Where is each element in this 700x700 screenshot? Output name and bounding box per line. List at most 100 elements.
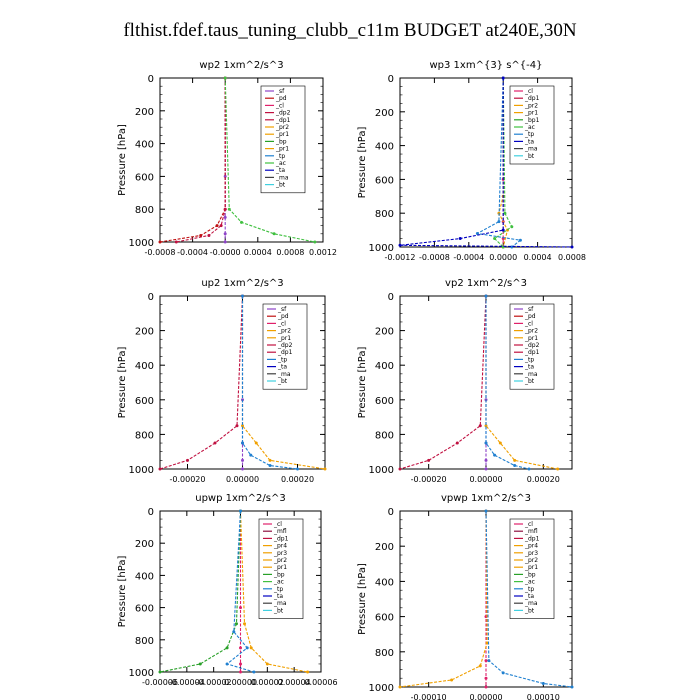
y-tick-label: 400 (375, 361, 394, 372)
legend-entry: _ac (524, 124, 535, 131)
y-tick-label: 600 (375, 175, 394, 186)
data-point (398, 467, 402, 471)
data-point (232, 630, 236, 634)
legend-entry: _pr2 (273, 557, 287, 564)
data-point (510, 225, 514, 229)
legend-entry: _cl (273, 521, 282, 528)
chart-panel-4: upwp 1xm^2/s^3 Pressure [hPa] 0 200 400 600 80… (117, 493, 338, 687)
legend-entry: _dp1 (275, 117, 291, 124)
legend-entry: _bt (524, 378, 535, 385)
y-tick-label: 400 (135, 361, 154, 372)
legend-box (262, 303, 308, 390)
chart-panel-1: wp3 1xm^{3} s^{-4} Pressure [hPa] 0 200 400 6… (357, 60, 586, 262)
page-title: flthist.fdef.taus_tuning_clubb_c11m BUDG… (123, 20, 577, 41)
legend-entry: _cl (275, 102, 284, 109)
legend-box (509, 303, 555, 390)
data-point (223, 76, 227, 80)
legend-entry: _pr3 (273, 550, 287, 557)
x-tick-label: 0.0008 (276, 248, 304, 257)
chart-title: vp2 1xm^2/s^3 (445, 278, 527, 289)
legend-box (258, 518, 304, 619)
data-point (158, 240, 162, 244)
y-tick-label: 600 (135, 172, 154, 183)
series-line-tp (485, 296, 530, 470)
legend-box (509, 518, 555, 619)
x-tick-label: 0.00020 (527, 475, 560, 484)
data-point (484, 685, 488, 689)
data-point (225, 662, 229, 666)
series-line-dp1 (159, 295, 244, 470)
legend-entry: _dp1 (273, 535, 289, 542)
legend-entry: _tp (277, 356, 287, 363)
y-tick-label: 1000 (129, 238, 154, 249)
x-tick-label: 0.00004 (278, 678, 311, 687)
data-point (249, 646, 253, 650)
data-point (223, 174, 227, 178)
data-point (223, 215, 227, 219)
data-point (225, 646, 229, 650)
chart-panel-5: vpwp 1xm^2/s^3 Pressure [hPa] 0 200 400 600 80… (357, 493, 574, 700)
x-tick-label: 0.0000 (489, 253, 517, 262)
y-tick-label: 1000 (129, 465, 154, 476)
y-tick-label: 200 (375, 327, 394, 338)
data-point (223, 207, 227, 211)
y-axis-label: Pressure [hPa] (117, 347, 128, 419)
y-axis-label: Pressure [hPa] (357, 563, 368, 635)
x-tick-label: 0.0004 (244, 248, 272, 257)
data-point (556, 467, 560, 471)
legend-entry: _dp1 (524, 535, 540, 542)
y-tick-label: 0 (388, 292, 394, 303)
legend-entry: _cl (524, 521, 533, 528)
data-point (215, 224, 219, 228)
y-tick-label: 200 (135, 327, 154, 338)
x-tick-label: 0.0012 (309, 248, 337, 257)
data-point (199, 233, 203, 237)
chart-title: wp2 1xm^2/s^3 (199, 60, 283, 71)
legend-entry: _pr4 (273, 543, 287, 550)
data-point (235, 424, 239, 428)
data-point (241, 294, 244, 298)
data-point (249, 453, 253, 457)
data-point (213, 441, 217, 445)
x-tick-label: -0.00002 (196, 678, 232, 687)
y-tick-label: 400 (375, 142, 394, 153)
legend-entry: _pd (277, 313, 289, 320)
legend-entry: _sf (275, 88, 285, 95)
legend-entry: _ta (524, 364, 534, 371)
y-tick-label: 800 (375, 430, 394, 441)
y-tick-label: 0 (148, 74, 154, 85)
data-point (323, 467, 327, 471)
x-tick-label: 0.0004 (524, 253, 552, 262)
legend-entry: _ma (524, 146, 538, 153)
legend-entry: _mfl (273, 528, 287, 535)
y-tick-label: 400 (375, 577, 394, 588)
legend-entry: _tp (524, 586, 534, 593)
legend-entry: _pr1 (275, 146, 289, 153)
x-tick-label: -0.00004 (169, 678, 205, 687)
legend-entry: _pd (524, 313, 536, 320)
legend-entry: _pr2 (524, 102, 538, 109)
data-point (296, 467, 299, 471)
data-point (501, 228, 505, 232)
data-point (498, 441, 502, 445)
y-tick-label: 400 (135, 571, 154, 582)
y-tick-label: 800 (375, 209, 394, 220)
legend-entry: _ma (273, 600, 287, 607)
data-point (570, 685, 574, 689)
data-point (241, 441, 244, 445)
data-point (306, 670, 310, 674)
y-tick-label: 600 (135, 396, 154, 407)
data-point (398, 685, 402, 689)
legend-entry: _pr1 (524, 564, 538, 571)
data-point (207, 233, 211, 237)
data-point (174, 240, 178, 244)
data-point (254, 441, 258, 445)
legend-entry: _dp2 (275, 110, 291, 117)
x-tick-label: -0.0012 (385, 253, 416, 262)
legend-entry: _pr2 (275, 124, 289, 131)
x-tick-label: -0.0000 (210, 248, 241, 257)
x-tick-label: 0.0008 (558, 253, 586, 262)
legend-entry: _pr4 (524, 543, 538, 550)
legend-box (260, 85, 306, 194)
